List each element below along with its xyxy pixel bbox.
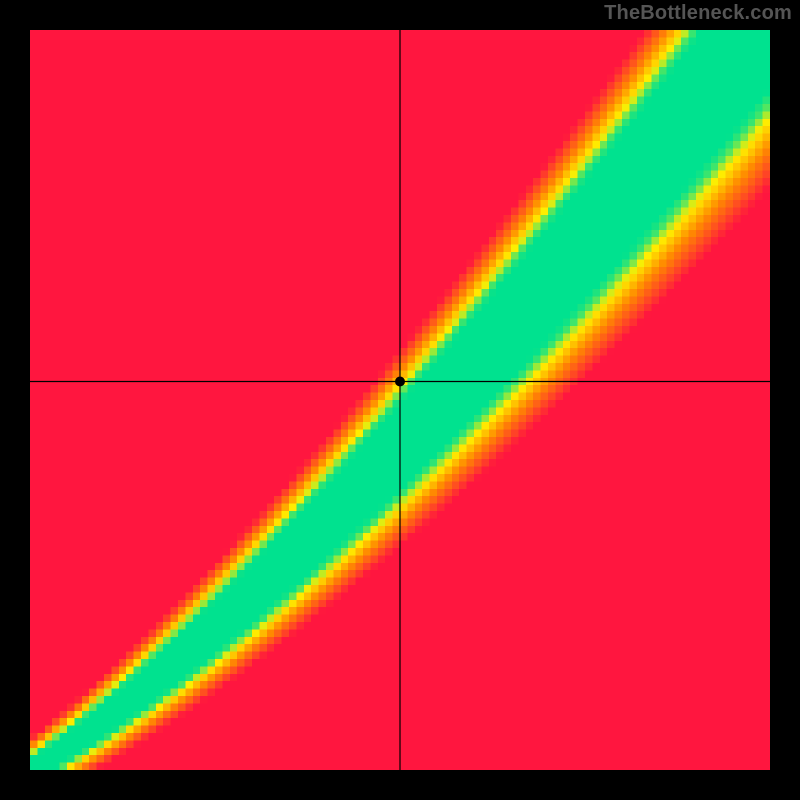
- watermark-text: TheBottleneck.com: [604, 2, 792, 25]
- heatmap-plot: [30, 30, 770, 770]
- figure-container: TheBottleneck.com: [0, 0, 800, 800]
